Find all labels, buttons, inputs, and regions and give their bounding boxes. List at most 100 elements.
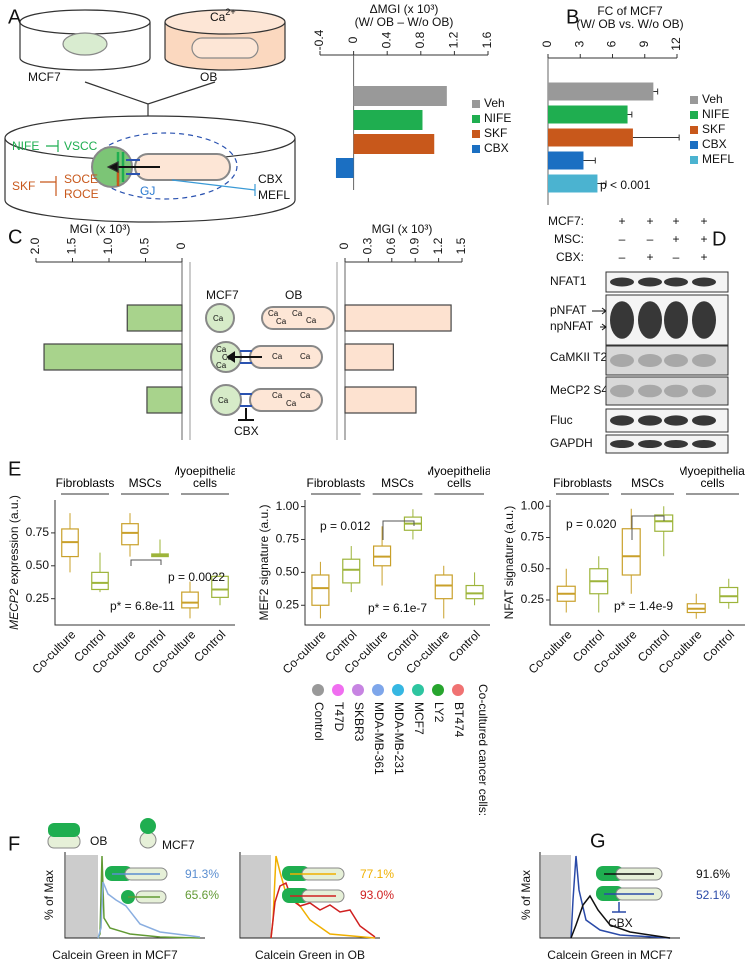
legend-dot — [372, 684, 384, 696]
bar — [353, 110, 423, 130]
legend-swatch — [472, 115, 480, 123]
legend-label: BT474 — [452, 702, 466, 738]
ca: Ca — [222, 353, 233, 362]
label-skf: SKF — [12, 179, 35, 193]
x-tick-label: 3 — [572, 40, 586, 47]
legend-label: NIFE — [702, 107, 729, 121]
blot-band — [638, 277, 662, 287]
legend-swatch — [690, 96, 698, 104]
chart-title: MGI (x 10³) — [372, 222, 433, 236]
y-tick-label: 0.50 — [26, 558, 50, 572]
panel-label: E — [8, 458, 21, 480]
blot-band — [692, 439, 716, 449]
y-tick-label: 0.75 — [276, 532, 300, 546]
axes — [549, 500, 745, 626]
error-bar — [632, 134, 680, 141]
blot-band — [692, 415, 716, 426]
blot-band — [664, 415, 688, 426]
condition-sign: – — [647, 232, 654, 246]
group-label: Fibroblasts — [306, 476, 366, 490]
y-tick-label: 0.50 — [521, 561, 545, 575]
y-axis-gene: MECP2 — [7, 588, 21, 630]
legend-label: MDA-MB-231 — [392, 702, 406, 775]
x-tick-label: 1.6 — [480, 31, 494, 48]
x-tick-label: 0.5 — [138, 237, 152, 254]
bar — [146, 386, 183, 414]
bar — [548, 151, 584, 170]
condition-sign: – — [673, 250, 680, 264]
condition-sign: + — [700, 214, 707, 228]
blot-band — [638, 301, 662, 339]
annotation: p = 0.020 — [566, 517, 617, 531]
legend-swatch — [690, 156, 698, 164]
label-mcf7: MCF7 — [206, 288, 239, 302]
bar — [344, 386, 417, 414]
legend-label: T47D — [332, 702, 346, 732]
x-tick-label: 0 — [337, 242, 351, 249]
legend-label: Control — [312, 702, 326, 741]
band-arrow — [592, 307, 607, 315]
label-ca: Ca2+ — [210, 7, 236, 24]
x-tick-label: 6 — [605, 40, 619, 47]
blot-band — [692, 301, 716, 339]
x-tick-label: 1.2 — [447, 31, 461, 48]
ca: Ca — [218, 396, 229, 405]
bracket — [382, 520, 415, 540]
group-header: MSCs — [381, 476, 414, 490]
group-label: MSCs — [128, 476, 162, 490]
y-tick-label: 0.25 — [26, 591, 50, 605]
box — [181, 591, 199, 609]
blot-band — [692, 277, 716, 287]
condition-label: CBX: — [556, 250, 584, 264]
legend-label: LY2 — [432, 702, 446, 723]
bracket — [130, 559, 162, 566]
bar — [43, 343, 183, 371]
label-mcf7: MCF7 — [28, 70, 61, 84]
blot-band — [692, 353, 716, 368]
ca: Ca — [292, 309, 303, 318]
condition-sign: + — [646, 214, 653, 228]
condition-sign: + — [672, 214, 679, 228]
legend-swatch — [472, 100, 480, 108]
blot-band — [664, 277, 688, 287]
x-tick-label: Control — [446, 627, 483, 664]
chart-title: MGI (x 10³) — [70, 222, 131, 236]
condition-label: MCF7: — [548, 214, 584, 228]
legend-label: CBX — [702, 137, 727, 151]
group-header: MSCs — [128, 476, 162, 490]
x-tick-label: 0.4 — [379, 31, 393, 48]
blot-band — [610, 277, 634, 287]
band-label: NFAT1 — [550, 274, 587, 288]
label-nife: NIFE — [12, 139, 39, 153]
icon-label: MCF7 — [162, 838, 195, 852]
bar — [335, 158, 354, 178]
legend-swatch — [690, 141, 698, 149]
panel-label: G — [590, 830, 606, 852]
blot-band — [610, 439, 634, 449]
blot-band — [610, 415, 634, 426]
x-tick-label: 1.2 — [431, 237, 445, 254]
box — [621, 528, 641, 576]
chart-subtitle: (W/ OB vs. W/o OB) — [576, 17, 683, 31]
y-tick-label: 1.00 — [521, 498, 545, 512]
bar — [353, 86, 447, 106]
x-tick-label: 0.6 — [384, 237, 398, 254]
condition-sign: – — [619, 250, 626, 264]
bar — [548, 82, 654, 101]
ca-labels: Ca Ca Ca Ca Ca Ca Ca Ca Ca Ca Ca Ca Ca C… — [213, 309, 317, 408]
annotation: p* = 6.8e-11 — [110, 599, 175, 613]
legend-dot — [392, 684, 404, 696]
condition-sign: – — [619, 232, 626, 246]
label-cbx: CBX — [234, 424, 259, 438]
x-tick-label: 1.0 — [101, 237, 115, 254]
label-mefl: MEFL — [258, 188, 290, 202]
error-bar — [627, 111, 633, 118]
percent-label: 52.1% — [696, 888, 730, 902]
legend-label: SKBR3 — [352, 702, 366, 742]
panel-label: F — [8, 833, 20, 855]
group-label: MSCs — [381, 476, 414, 490]
y-tick-label: 0.50 — [276, 565, 300, 579]
ca: Ca — [276, 317, 287, 326]
ca: Ca — [210, 10, 226, 24]
